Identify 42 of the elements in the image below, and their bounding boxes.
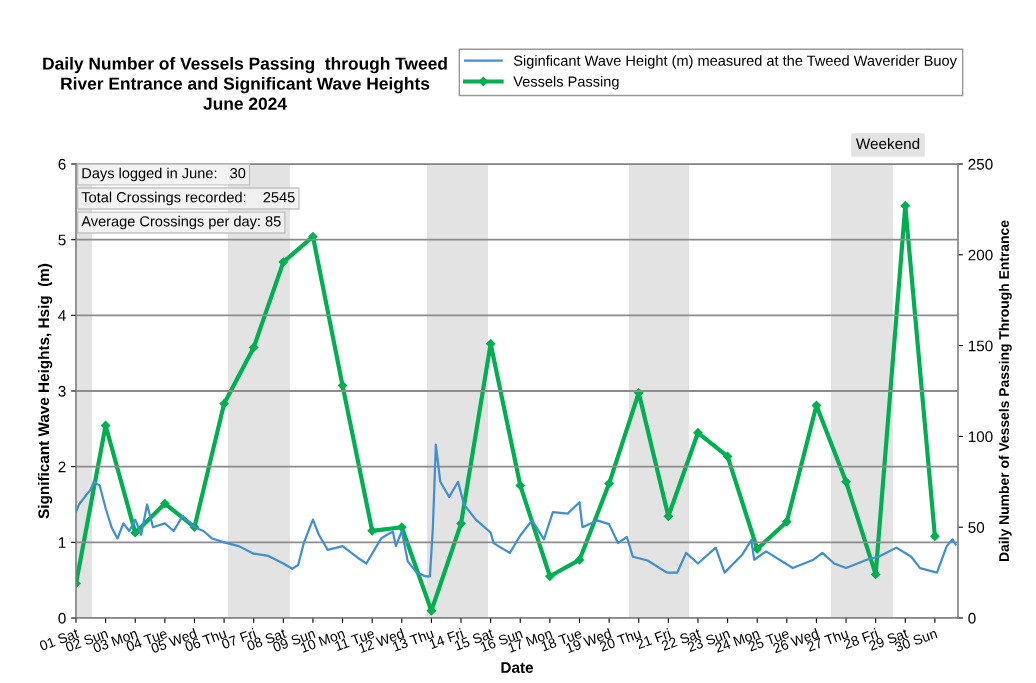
point [841, 477, 851, 487]
text: Weekend [855, 137, 920, 150]
y-tick-label: 0 [58, 612, 66, 624]
point [930, 531, 940, 541]
chart-title: Daily Number of Vessels Passing through Tweed River Entrance and Significant Wave Heights June 2024 [43, 57, 447, 110]
y-tick-label: 3 [58, 385, 66, 397]
legend-label: Vessels Passing [513, 76, 619, 90]
line-series [76, 443, 957, 578]
point [397, 522, 407, 532]
annotation: Days logged in June: 30 [82, 167, 246, 182]
point [722, 451, 733, 461]
point [782, 517, 792, 527]
y2-tick-label: 0 [968, 612, 976, 624]
point [130, 528, 140, 538]
y2-tick-label: 250 [968, 158, 993, 170]
y-tick-label: 6 [58, 158, 66, 170]
point [574, 555, 585, 565]
y2-tick-label: 200 [968, 249, 993, 261]
y-tick-label: 2 [58, 461, 66, 473]
point [219, 399, 229, 409]
y2-axis-title: Daily Number of Vessels Passing Through Entrance [998, 220, 1012, 562]
point [337, 380, 348, 391]
annotation: Average Crossings per day: 85 [81, 215, 281, 230]
point [545, 571, 555, 581]
point [604, 478, 614, 489]
y-tick-label: 4 [58, 310, 66, 321]
y2-tick-label: 150 [968, 340, 993, 352]
y2-tick-label: 100 [968, 431, 993, 443]
x-axis-title: Date [501, 662, 534, 673]
y-tick-label: 5 [58, 234, 66, 246]
point [693, 428, 703, 438]
y-axis-title: Significant Wave Heights, Hsig (m) [37, 263, 53, 519]
y2-tick-label: 50 [968, 522, 985, 533]
point [278, 257, 288, 267]
point [367, 526, 377, 536]
point [249, 342, 259, 353]
annotation: Total Crossings recorded: 2545 [81, 191, 295, 206]
y-tick-label: 1 [58, 537, 66, 548]
point [752, 544, 762, 554]
point [160, 498, 170, 509]
legend-label: Siginficant Wave Height (m) measured at the Tweed Waverider Buoy [513, 55, 957, 69]
point [515, 480, 525, 491]
